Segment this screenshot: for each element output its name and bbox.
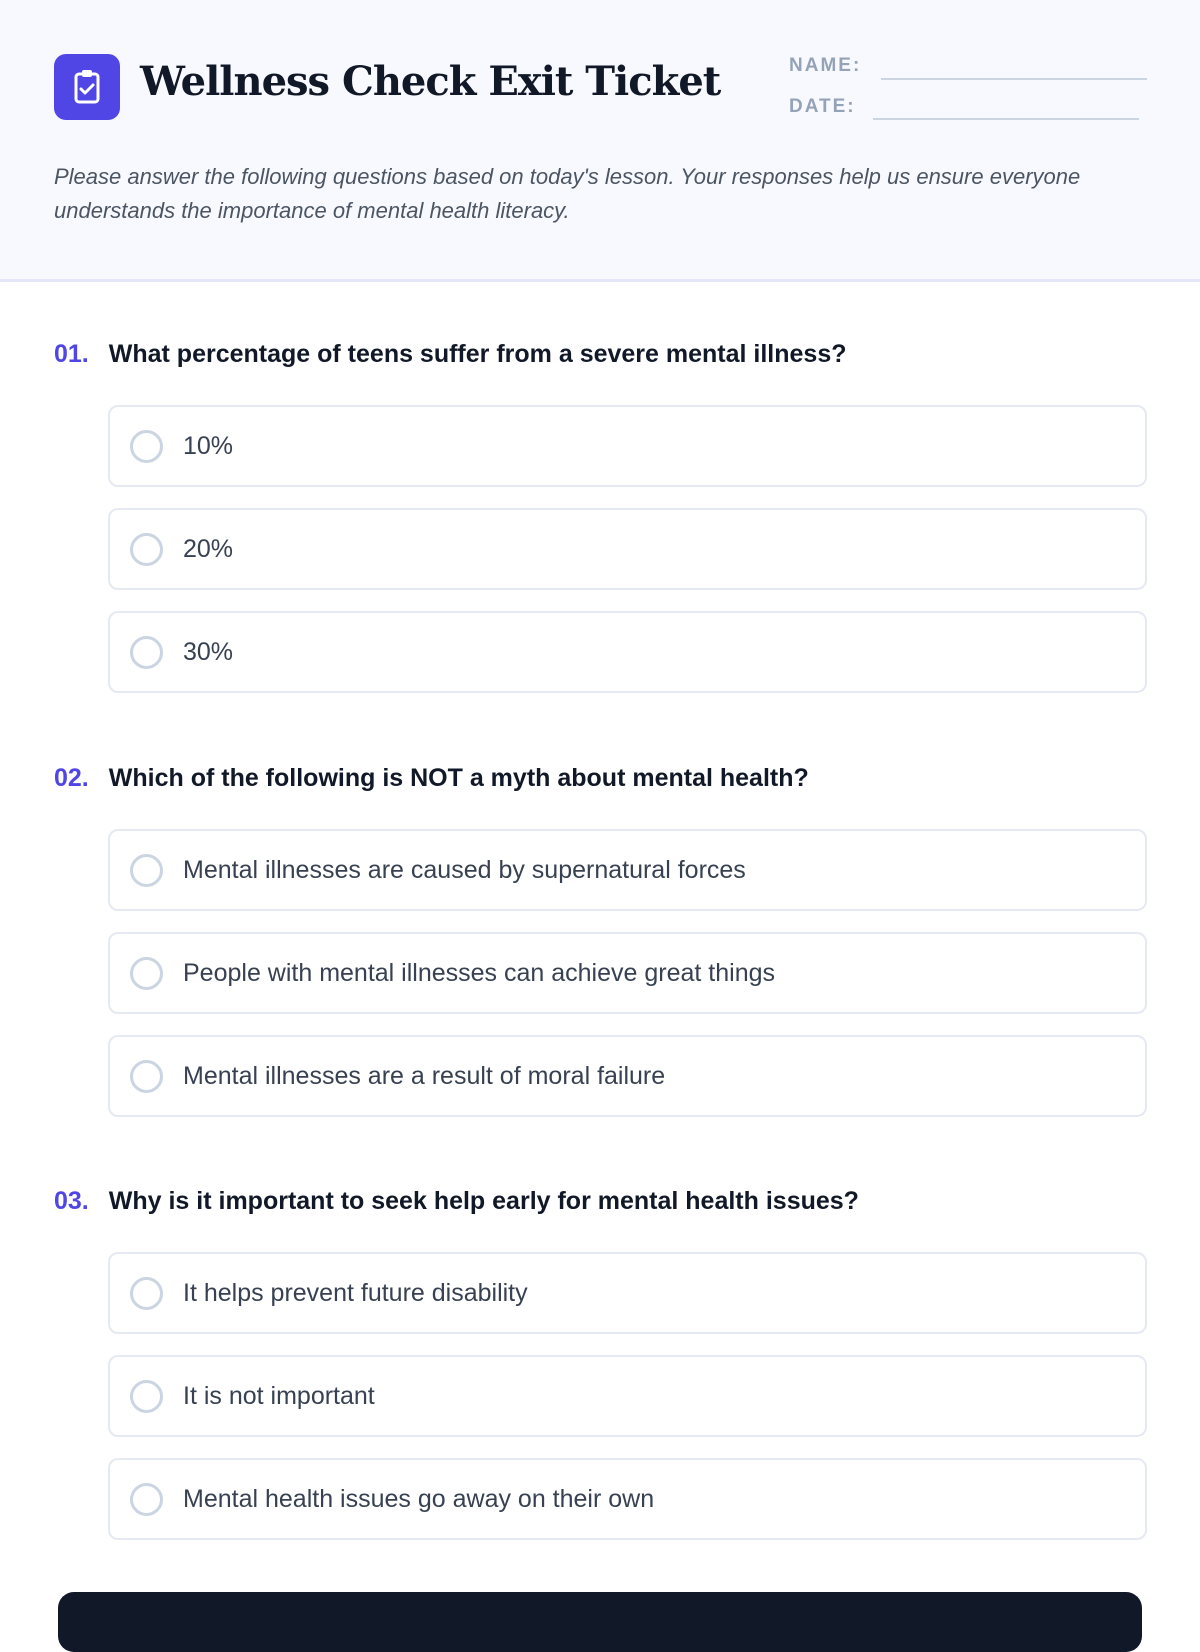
question-1: 01. What percentage of teens suffer from … [54, 340, 847, 369]
radio-button[interactable] [130, 635, 163, 669]
answer-option[interactable]: It helps prevent future disability [108, 1252, 1147, 1334]
answer-option[interactable]: 20% [108, 508, 1147, 590]
header: Wellness Check Exit Ticket NAME: DATE: P… [0, 0, 1200, 282]
submit-button[interactable] [58, 1592, 1142, 1652]
option-label: It helps prevent future disability [183, 1278, 528, 1307]
date-label: DATE: [789, 96, 856, 117]
question-number: 03. [54, 1187, 89, 1215]
answer-option[interactable]: Mental health issues go away on their ow… [108, 1458, 1147, 1540]
question-text: Why is it important to seek help early f… [108, 1187, 859, 1215]
name-field[interactable] [881, 78, 1147, 80]
radio-button[interactable] [130, 1059, 163, 1093]
radio-button[interactable] [130, 532, 163, 566]
question-number: 02. [54, 764, 89, 792]
page-title: Wellness Check Exit Ticket [140, 58, 721, 105]
name-label: NAME: [789, 55, 862, 76]
answer-option[interactable]: Mental illnesses are a result of moral f… [108, 1035, 1147, 1117]
answer-option[interactable]: 10% [108, 405, 1147, 487]
question-text: What percentage of teens suffer from a s… [108, 340, 847, 368]
answer-option[interactable]: People with mental illnesses can achieve… [108, 932, 1147, 1014]
answer-option[interactable]: Mental illnesses are caused by supernatu… [108, 829, 1147, 911]
option-label: Mental health issues go away on their ow… [183, 1484, 655, 1513]
option-label: 30% [183, 637, 234, 666]
date-field[interactable] [873, 118, 1139, 120]
radio-button[interactable] [130, 1379, 163, 1413]
question-3: 03. Why is it important to seek help earl… [54, 1187, 859, 1216]
option-label: People with mental illnesses can achieve… [183, 958, 776, 987]
radio-button[interactable] [130, 1482, 163, 1516]
option-label: Mental illnesses are caused by supernatu… [183, 855, 746, 884]
question-text: Which of the following is NOT a myth abo… [108, 764, 809, 792]
question-2: 02. Which of the following is NOT a myth … [54, 764, 809, 793]
radio-button[interactable] [130, 1276, 163, 1310]
option-label: 10% [183, 431, 234, 460]
radio-button[interactable] [130, 956, 163, 990]
answer-option[interactable]: It is not important [108, 1355, 1147, 1437]
option-label: 20% [183, 534, 234, 563]
question-number: 01. [54, 340, 89, 368]
intro-text: Please answer the following questions ba… [54, 164, 1081, 223]
option-label: It is not important [183, 1381, 375, 1410]
radio-button[interactable] [130, 853, 163, 887]
answer-option[interactable]: 30% [108, 611, 1147, 693]
radio-button[interactable] [130, 429, 163, 463]
clipboard-check-icon [54, 54, 120, 120]
option-label: Mental illnesses are a result of moral f… [183, 1061, 666, 1090]
